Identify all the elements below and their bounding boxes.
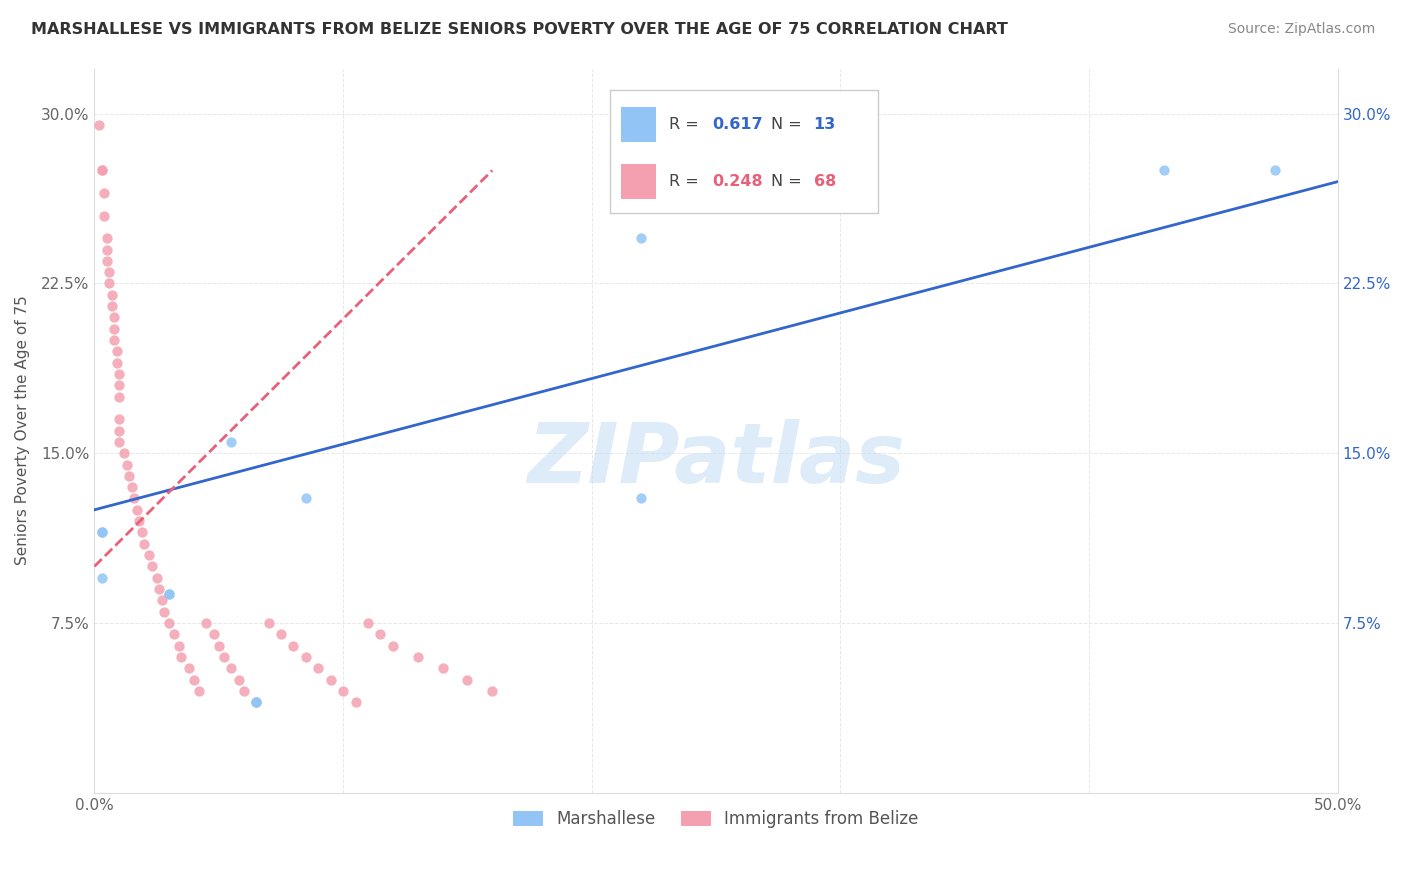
Point: [98, 265, 121, 279]
Point: [219, 661, 242, 675]
Point: [153, 605, 176, 619]
Point: [228, 673, 250, 687]
Point: [481, 683, 503, 698]
Point: [108, 367, 131, 381]
Point: [202, 627, 225, 641]
Point: [219, 434, 242, 449]
Point: [112, 446, 135, 460]
Text: MARSHALLESE VS IMMIGRANTS FROM BELIZE SENIORS POVERTY OVER THE AGE OF 75 CORRELA: MARSHALLESE VS IMMIGRANTS FROM BELIZE SE…: [31, 22, 1008, 37]
Point: [131, 525, 153, 540]
Point: [177, 661, 200, 675]
Point: [245, 695, 267, 709]
Point: [103, 333, 125, 347]
Point: [170, 649, 193, 664]
Point: [1153, 163, 1175, 178]
Point: [630, 231, 652, 245]
Point: [163, 627, 186, 641]
Point: [332, 683, 354, 698]
Y-axis label: Seniors Poverty Over the Age of 75: Seniors Poverty Over the Age of 75: [15, 296, 30, 566]
Point: [270, 627, 292, 641]
Point: [108, 424, 131, 438]
Point: [157, 615, 180, 630]
Point: [93, 186, 115, 200]
Point: [103, 310, 125, 325]
Point: [122, 491, 145, 506]
Point: [101, 299, 124, 313]
Point: [630, 491, 652, 506]
Point: [90, 525, 112, 540]
Point: [134, 537, 156, 551]
Point: [108, 390, 131, 404]
Point: [98, 277, 121, 291]
Point: [90, 163, 112, 178]
Point: [344, 695, 367, 709]
Point: [212, 649, 235, 664]
Point: [118, 468, 141, 483]
Text: Source: ZipAtlas.com: Source: ZipAtlas.com: [1227, 22, 1375, 37]
Point: [148, 582, 170, 596]
Legend: Marshallese, Immigrants from Belize: Marshallese, Immigrants from Belize: [506, 804, 925, 835]
Point: [138, 548, 160, 562]
Point: [125, 503, 148, 517]
Point: [232, 683, 254, 698]
Point: [319, 673, 342, 687]
Point: [90, 163, 112, 178]
Point: [108, 378, 131, 392]
Point: [357, 615, 380, 630]
Point: [96, 253, 118, 268]
Point: [167, 639, 190, 653]
Point: [406, 649, 429, 664]
Point: [283, 639, 305, 653]
Point: [128, 514, 150, 528]
Point: [456, 673, 478, 687]
Point: [370, 627, 392, 641]
Point: [121, 480, 143, 494]
Point: [195, 615, 218, 630]
Point: [295, 649, 318, 664]
Point: [103, 322, 125, 336]
Point: [90, 525, 112, 540]
Point: [108, 412, 131, 426]
Point: [381, 639, 404, 653]
Point: [141, 559, 163, 574]
Point: [96, 243, 118, 257]
Point: [150, 593, 173, 607]
Point: [183, 673, 205, 687]
Point: [432, 661, 454, 675]
Point: [245, 695, 267, 709]
Point: [1264, 163, 1286, 178]
Point: [257, 615, 280, 630]
Point: [157, 586, 180, 600]
Point: [105, 344, 128, 359]
Point: [108, 434, 131, 449]
Point: [307, 661, 329, 675]
Point: [90, 571, 112, 585]
Point: [105, 356, 128, 370]
Point: [93, 209, 115, 223]
Point: [101, 288, 124, 302]
Point: [89, 118, 111, 132]
Point: [295, 491, 318, 506]
Text: ZIPatlas: ZIPatlas: [527, 419, 905, 500]
Point: [96, 231, 118, 245]
Point: [157, 586, 180, 600]
Point: [208, 639, 231, 653]
Point: [245, 695, 267, 709]
Point: [187, 683, 209, 698]
Point: [145, 571, 167, 585]
Point: [115, 458, 138, 472]
